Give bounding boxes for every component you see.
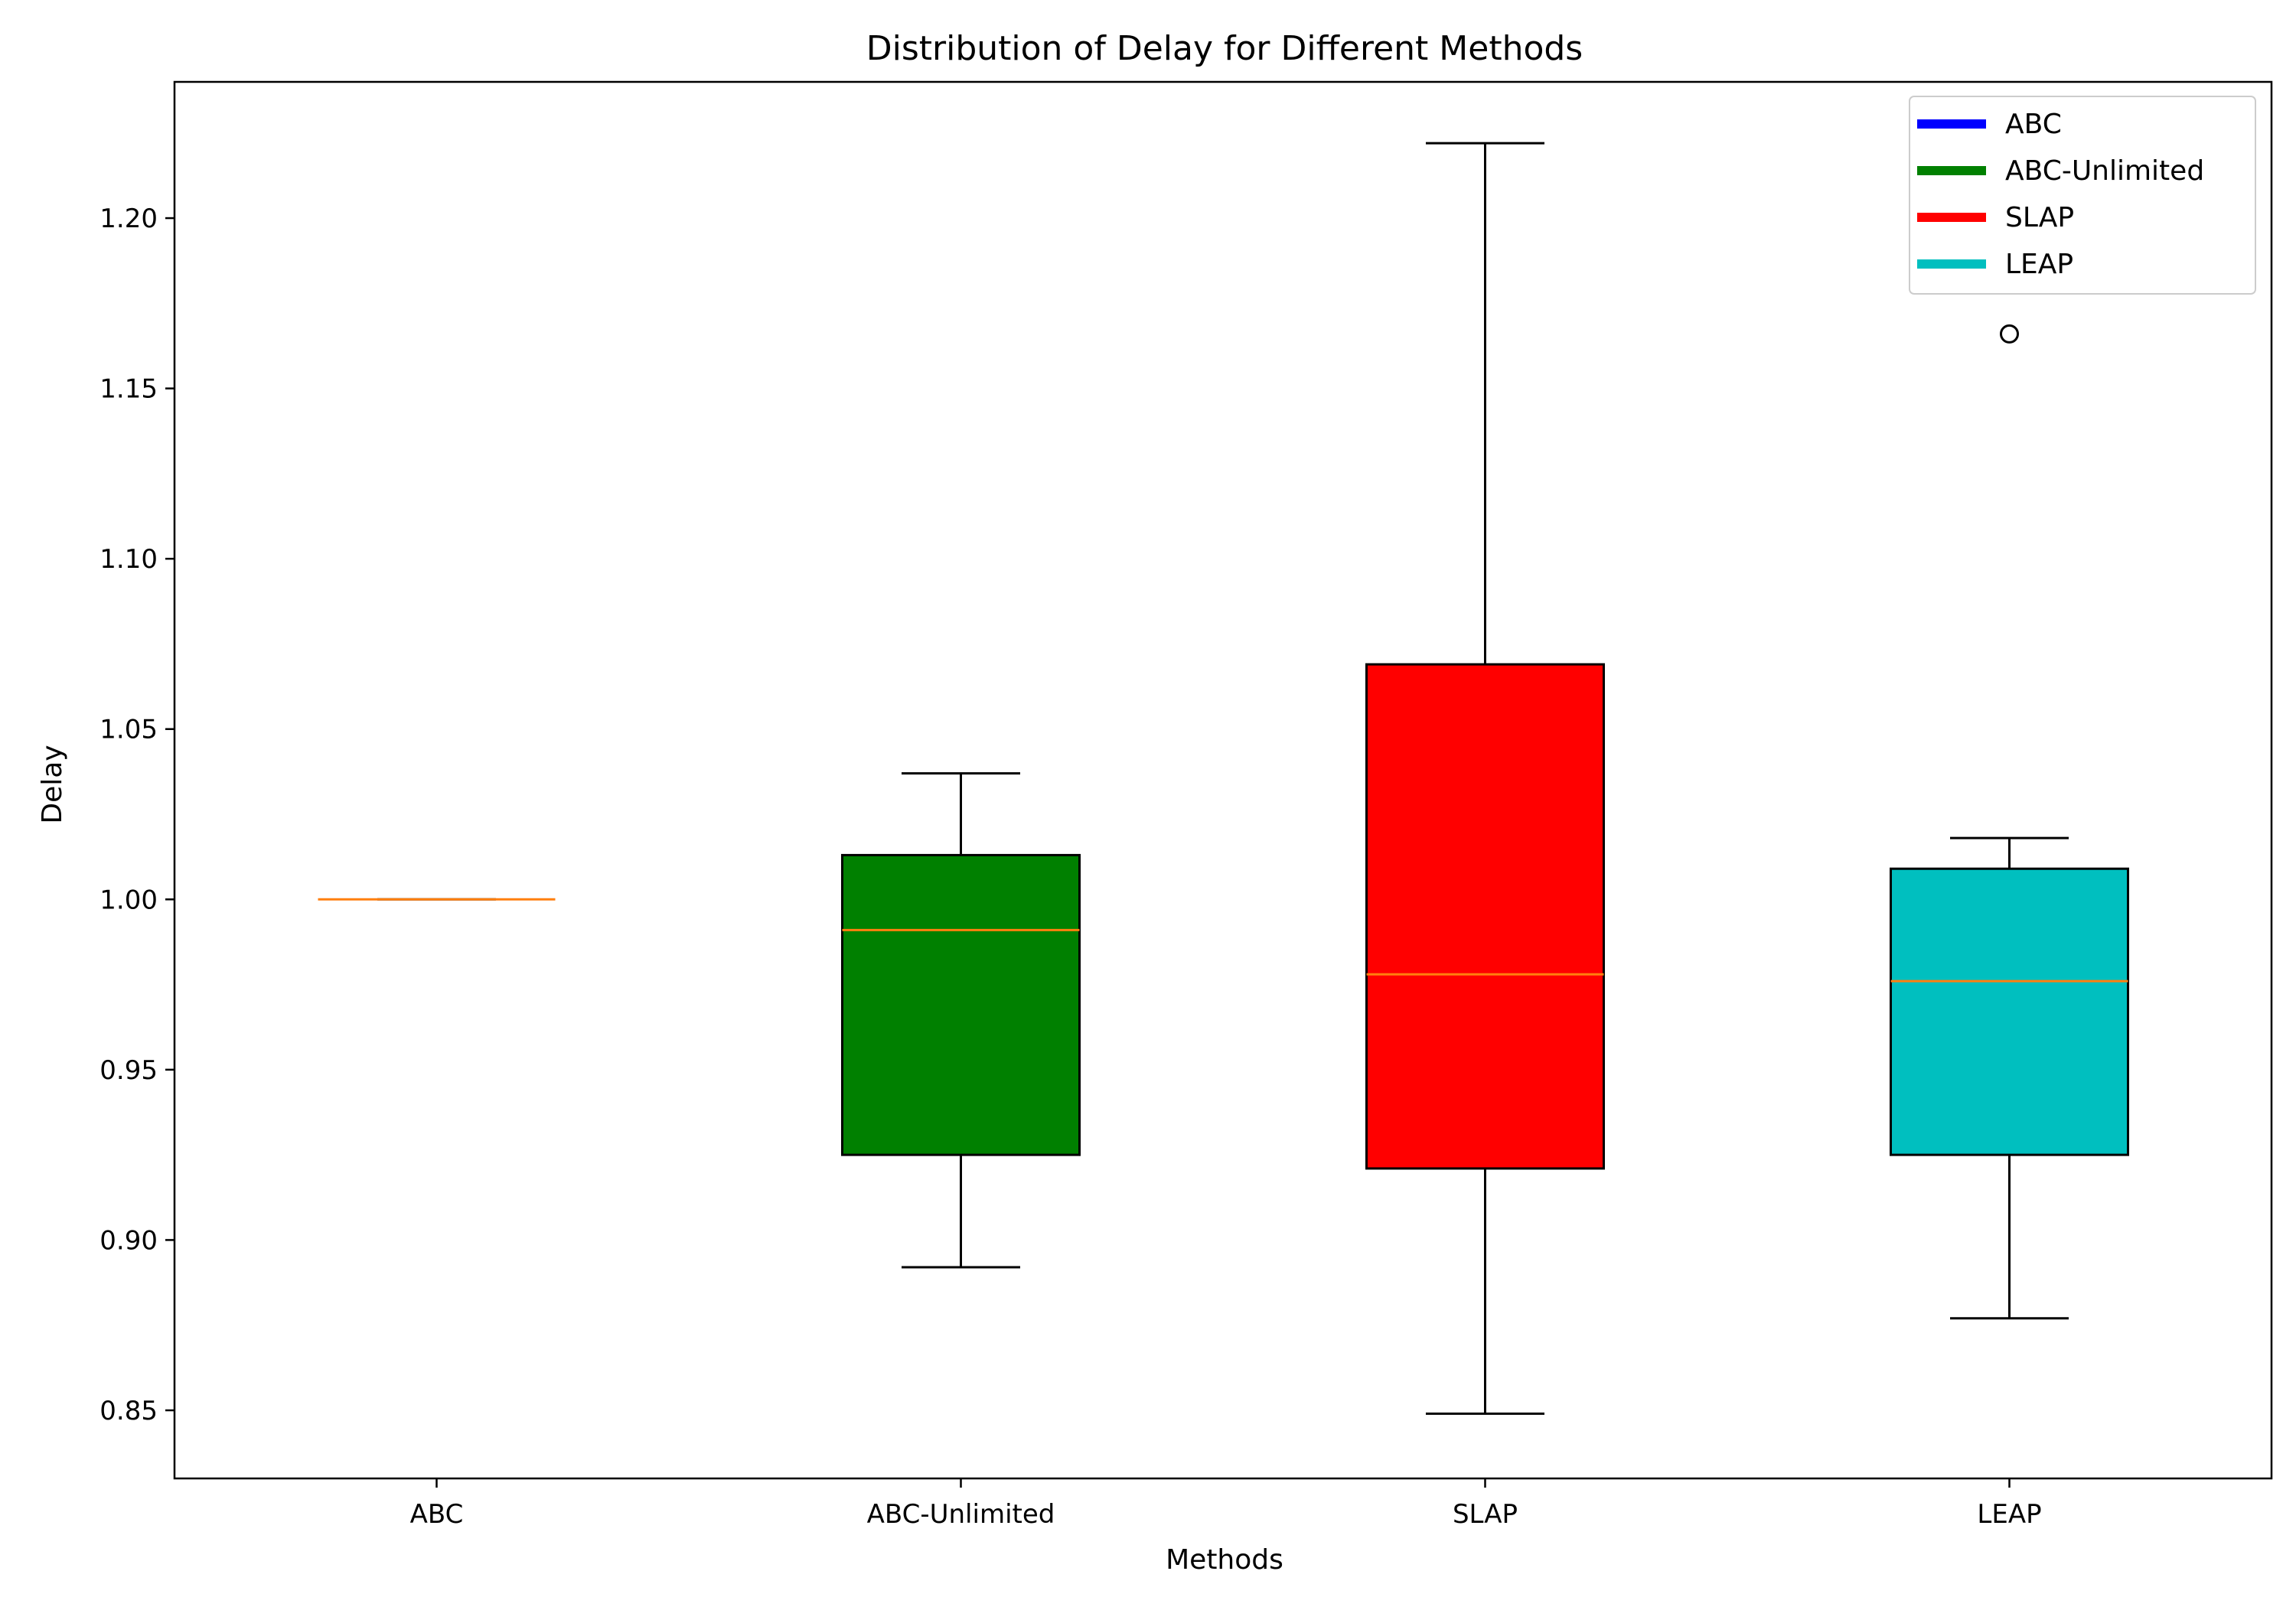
- plot-area: [318, 142, 2129, 1415]
- box-leap: [1890, 867, 2129, 1156]
- y-tick-label: 1.20: [99, 204, 158, 234]
- x-tick-label: ABC-Unlimited: [867, 1499, 1055, 1530]
- y-axis-label: Delay: [37, 745, 68, 823]
- y-tick-label: 0.90: [99, 1225, 158, 1256]
- chart-title: Distribution of Delay for Different Meth…: [866, 29, 1583, 68]
- x-axis-label: Methods: [1166, 1544, 1283, 1576]
- box-group-abc-unlimited: [841, 772, 1081, 1269]
- y-tick-label: 1.10: [99, 544, 158, 575]
- x-tick-label: ABC: [410, 1499, 464, 1530]
- legend-label-slap: SLAP: [2005, 202, 2074, 233]
- y-tick-label: 1.05: [99, 715, 158, 745]
- legend-label-leap: LEAP: [2005, 249, 2073, 280]
- axes-frame: [173, 80, 2273, 1480]
- y-tick-label: 0.85: [99, 1396, 158, 1426]
- x-tick-label: LEAP: [1977, 1499, 2041, 1530]
- legend-label-abc: ABC: [2005, 109, 2062, 140]
- x-tick-label: SLAP: [1453, 1499, 1518, 1530]
- outlier-leap-0: [2000, 324, 2019, 344]
- box-slap: [1365, 663, 1605, 1170]
- axes: 0.85 0.90 0.95 1.00 1.05 1.10 1.15 1.20 ABC ABC-U…: [99, 80, 2273, 1530]
- legend: ABC ABC-Unlimited SLAP LEAP: [1909, 96, 2256, 295]
- y-tick-label: 0.95: [99, 1055, 158, 1086]
- y-tick-label: 1.15: [99, 374, 158, 405]
- box-group-slap: [1365, 142, 1605, 1415]
- legend-frame: [1909, 96, 2256, 295]
- y-tick-label: 1.00: [99, 885, 158, 915]
- box-abc-unlimited: [841, 853, 1081, 1156]
- legend-label-abc-unlimited: ABC-Unlimited: [2005, 155, 2204, 187]
- box-group-leap: [1890, 324, 2129, 1320]
